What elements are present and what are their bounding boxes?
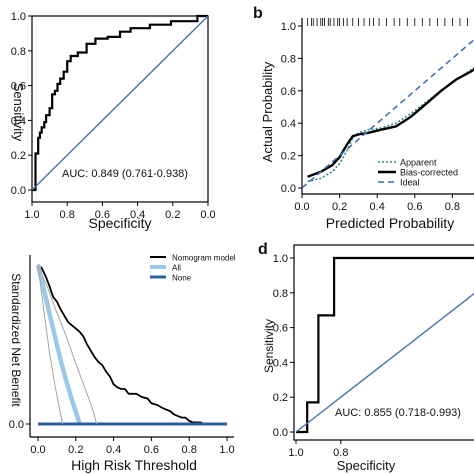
legend-label: Apparent xyxy=(400,158,437,168)
reference-line xyxy=(295,292,474,433)
panel-c-ylabel: Standardized Net Benefit xyxy=(9,273,23,407)
x-tick-label: 0.8 xyxy=(333,447,348,459)
panel-d-roc: d Sensitivity Specificity AUC: 0.855 (0.… xyxy=(258,241,474,473)
roc-line xyxy=(296,256,474,434)
x-tick-label: 0.4 xyxy=(370,201,385,213)
panel-c-xlabel: High Risk Threshold xyxy=(71,457,197,473)
x-tick-label: 0.8 xyxy=(182,444,197,456)
y-tick-label: 0.0 xyxy=(11,185,26,197)
series-line xyxy=(37,264,98,425)
panel-b-ylabel: Actual Probability xyxy=(260,61,275,162)
y-tick-label: 0.2 xyxy=(11,150,26,162)
ideal-line xyxy=(301,38,474,189)
y-tick-label: 0.8 xyxy=(281,53,296,65)
panel-a-xlabel: Specificity xyxy=(88,215,151,231)
apparent-line xyxy=(307,66,474,183)
x-tick-label: 0.8 xyxy=(60,209,75,221)
panel-c-decision-curve: Standardized Net Benefit High Risk Thres… xyxy=(9,254,236,474)
x-tick-label: 0.6 xyxy=(407,201,422,213)
y-tick-label: 0.4 xyxy=(281,118,296,130)
y-tick-label: 0.8 xyxy=(273,288,288,300)
y-tick-label: 0.6 xyxy=(273,323,288,335)
x-tick-label: 0.2 xyxy=(332,201,347,213)
panel-a-ylabel: Sensitivity xyxy=(11,83,26,142)
x-tick-label: 1.0 xyxy=(24,209,39,221)
y-tick-label: 0.6 xyxy=(281,86,296,98)
y-tick-label: 0.6 xyxy=(11,81,26,93)
y-tick-label: 0.0 xyxy=(281,183,296,195)
panel-a-auc-annotation: AUC: 0.849 (0.761-0.938) xyxy=(62,168,188,180)
panel-d-auc-annotation: AUC: 0.855 (0.718-0.993) xyxy=(335,407,461,419)
panel-d-ylabel: Sensitivity xyxy=(262,319,276,373)
y-tick-label: 1.0 xyxy=(273,253,288,265)
x-tick-label: 0.2 xyxy=(68,444,83,456)
legend-label: Bias-corrected xyxy=(400,168,458,178)
legend-label: Nomogram model xyxy=(172,254,236,263)
y-tick-label: 0.2 xyxy=(281,151,296,163)
x-tick-label: 0.4 xyxy=(106,444,121,456)
x-tick-label: 0.4 xyxy=(130,209,145,221)
x-tick-label: 1.0 xyxy=(288,447,303,459)
y-tick-label: 0.2 xyxy=(273,392,288,404)
y-tick-label: 0.8 xyxy=(11,46,26,58)
all-line xyxy=(35,264,82,425)
bias-corrected-line xyxy=(307,67,474,178)
x-tick-label: 0.6 xyxy=(95,209,110,221)
panel-b-xlabel: Predicted Probability xyxy=(326,215,454,231)
x-tick-label: 1.0 xyxy=(219,444,234,456)
y-tick-label: 0.4 xyxy=(273,357,288,369)
legend-label: All xyxy=(172,264,181,273)
panel-a-roc: Sensitivity Specificity AUC: 0.849 (0.76… xyxy=(11,11,216,231)
x-tick-label: 0.6 xyxy=(144,444,159,456)
y-tick-label: 1.0 xyxy=(281,21,296,33)
y-tick-label: 0.0 xyxy=(9,419,24,431)
series-line xyxy=(37,264,64,425)
plot-frame xyxy=(31,15,209,203)
legend-label: None xyxy=(172,274,192,283)
panel-d-xlabel: Specificity xyxy=(337,458,396,473)
panel-d-letter: d xyxy=(258,241,268,258)
y-tick-label: 0.0 xyxy=(273,427,288,439)
panel-b-calibration: b Actual Probability Predicted Probabili… xyxy=(253,5,474,231)
x-tick-label: 0.0 xyxy=(30,444,45,456)
legend-label: Ideal xyxy=(400,178,420,188)
plot-frame xyxy=(293,244,474,441)
y-tick-label: 0.4 xyxy=(11,115,26,127)
roc-line xyxy=(32,14,208,192)
x-tick-label: 0.0 xyxy=(200,209,215,221)
x-tick-label: 0.0 xyxy=(294,201,309,213)
x-tick-label: 0.8 xyxy=(445,201,460,213)
panel-b-letter: b xyxy=(253,5,263,22)
x-tick-label: 0.2 xyxy=(165,209,180,221)
nomogram-model-line xyxy=(37,264,212,425)
reference-line xyxy=(31,15,209,191)
y-tick-label: 1.0 xyxy=(11,11,26,23)
